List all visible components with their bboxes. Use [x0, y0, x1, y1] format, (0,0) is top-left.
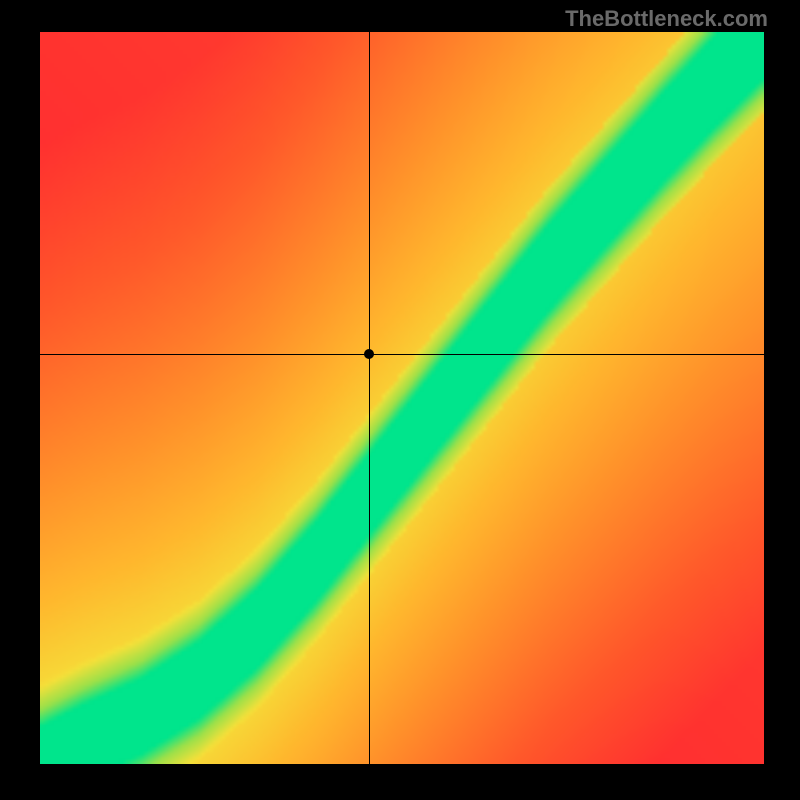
figure-root: TheBottleneck.com [0, 0, 800, 800]
crosshair-marker [364, 349, 374, 359]
crosshair-vertical [369, 32, 370, 764]
bottleneck-heatmap [40, 32, 764, 764]
watermark-text: TheBottleneck.com [565, 6, 768, 32]
plot-area [40, 32, 764, 764]
crosshair-horizontal [40, 354, 764, 355]
